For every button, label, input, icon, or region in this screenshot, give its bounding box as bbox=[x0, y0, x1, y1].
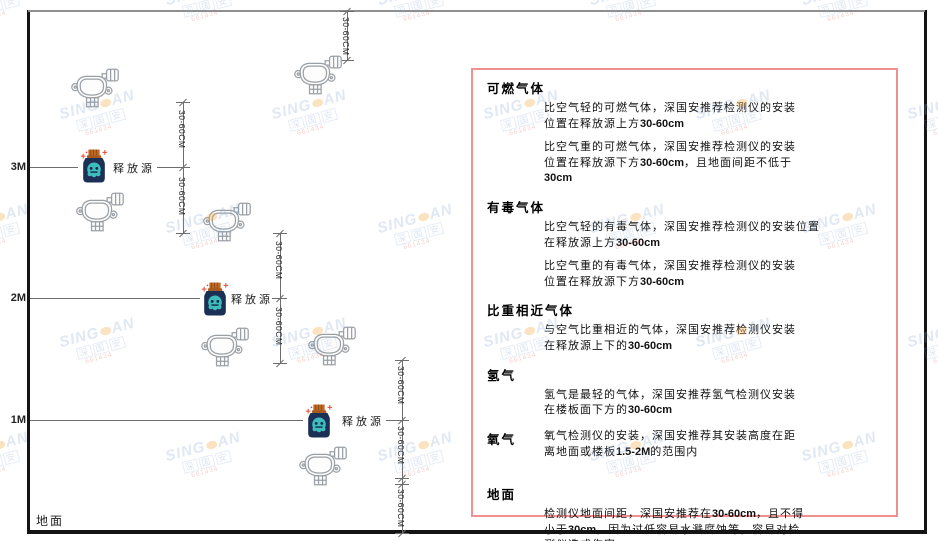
release-source-icon bbox=[201, 282, 229, 316]
gas-detector-icon bbox=[201, 327, 249, 367]
height-marker-1m: 1M bbox=[10, 414, 26, 426]
section-paragraph: 比空气重的有毒气体，深国安推荐检测仪的安装 位置在释放源下方30-60cm bbox=[544, 260, 796, 288]
level-line bbox=[386, 420, 402, 421]
release-source-label: 释放源 bbox=[231, 294, 273, 306]
ceiling-line bbox=[28, 10, 925, 12]
dimension-line bbox=[347, 11, 348, 60]
section-heading-hydrogen: 氢气 bbox=[487, 368, 517, 383]
left-wall-line bbox=[27, 10, 30, 533]
dimension-label: 30-60CM bbox=[177, 110, 187, 149]
level-line bbox=[157, 167, 183, 168]
section-heading-ground: 地面 bbox=[487, 488, 517, 503]
dimension-label: 30-60CM bbox=[177, 177, 187, 216]
installation-guide-panel: 可燃气体比空气轻的可燃气体，深国安推荐检测仪的安装 位置在释放源上方30-60c… bbox=[471, 68, 898, 541]
gas-detector-icon bbox=[299, 446, 347, 486]
panel-section-hydrogen: 氢气氢气是最轻的气体，深国安推荐氢气检测仪安装 在楼板面下方的30-60cm bbox=[487, 365, 886, 419]
gas-detector-icon bbox=[294, 55, 342, 95]
section-paragraph: 氧气检测仪的安装，深国安推荐其安装高度在距 离地面或楼板1.5-2M的范围内 bbox=[544, 429, 796, 458]
ground-label: 地面 bbox=[36, 514, 65, 528]
release-source-icon bbox=[80, 149, 108, 183]
section-heading-toxic-gas: 有毒气体 bbox=[487, 201, 546, 216]
level-line bbox=[30, 167, 78, 168]
section-paragraph: 比空气轻的有毒气体，深国安推荐检测仪的安装位置 在释放源上方30-60cm bbox=[544, 221, 820, 249]
section-heading-oxygen: 氧气 bbox=[487, 432, 517, 447]
level-line bbox=[30, 420, 303, 421]
gas-detector-icon bbox=[71, 68, 119, 108]
release-source-icon bbox=[305, 404, 333, 438]
panel-section-toxic-gas: 有毒气体比空气轻的有毒气体，深国安推荐检测仪的安装位置 在释放源上方30-60c… bbox=[487, 197, 886, 290]
height-marker-2m: 2M bbox=[10, 292, 26, 304]
dimension-label: 30-60CM bbox=[274, 241, 284, 280]
section-paragraph: 比空气重的可燃气体，深国安推荐检测仪的安装 位置在释放源下方30-60cm，且地… bbox=[544, 141, 796, 185]
release-source-label: 释放源 bbox=[113, 163, 155, 175]
dimension-label: 30-60CM bbox=[341, 17, 351, 56]
panel-section-combustible-gas: 可燃气体比空气轻的可燃气体，深国安推荐检测仪的安装 位置在释放源上方30-60c… bbox=[487, 78, 886, 187]
dimension-line bbox=[402, 360, 403, 533]
section-heading-combustible-gas: 可燃气体 bbox=[487, 82, 546, 96]
panel-section-similar-density-gas: 比重相近气体与空气比重相近的气体，深国安推荐检测仪安装 在释放源上下的30-60… bbox=[487, 300, 886, 354]
dimension-label: 30-60CM bbox=[274, 307, 284, 346]
gas-detector-icon bbox=[308, 326, 356, 366]
dimension-label: 30-60CM bbox=[396, 366, 406, 405]
height-marker-3m: 3M bbox=[10, 161, 26, 173]
gas-detector-icon bbox=[76, 192, 124, 232]
ground-line bbox=[27, 530, 927, 534]
dimension-label: 30-60CM bbox=[396, 489, 406, 528]
section-paragraph: 与空气比重相近的气体，深国安推荐检测仪安装 在释放源上下的30-60cm bbox=[544, 324, 796, 353]
dimension-label: 30-60CM bbox=[396, 426, 406, 465]
gas-detector-icon bbox=[203, 202, 251, 242]
panel-sections: 可燃气体比空气轻的可燃气体，深国安推荐检测仪的安装 位置在释放源上方30-60c… bbox=[487, 78, 886, 541]
section-heading-similar-density-gas: 比重相近气体 bbox=[487, 304, 575, 319]
section-paragraph: 氢气是最轻的气体，深国安推荐氢气检测仪安装 在楼板面下方的30-60cm bbox=[544, 388, 796, 417]
right-wall-line bbox=[924, 10, 927, 533]
panel-section-oxygen: 氧气 氧气检测仪的安装，深国安推荐其安装高度在距 离地面或楼板1.5-2M的范围内 bbox=[487, 429, 886, 468]
section-paragraph: 比空气轻的可燃气体，深国安推荐检测仪的安装 位置在释放源上方30-60cm bbox=[544, 102, 796, 130]
release-source-label: 释放源 bbox=[342, 416, 384, 428]
level-line bbox=[30, 298, 200, 299]
